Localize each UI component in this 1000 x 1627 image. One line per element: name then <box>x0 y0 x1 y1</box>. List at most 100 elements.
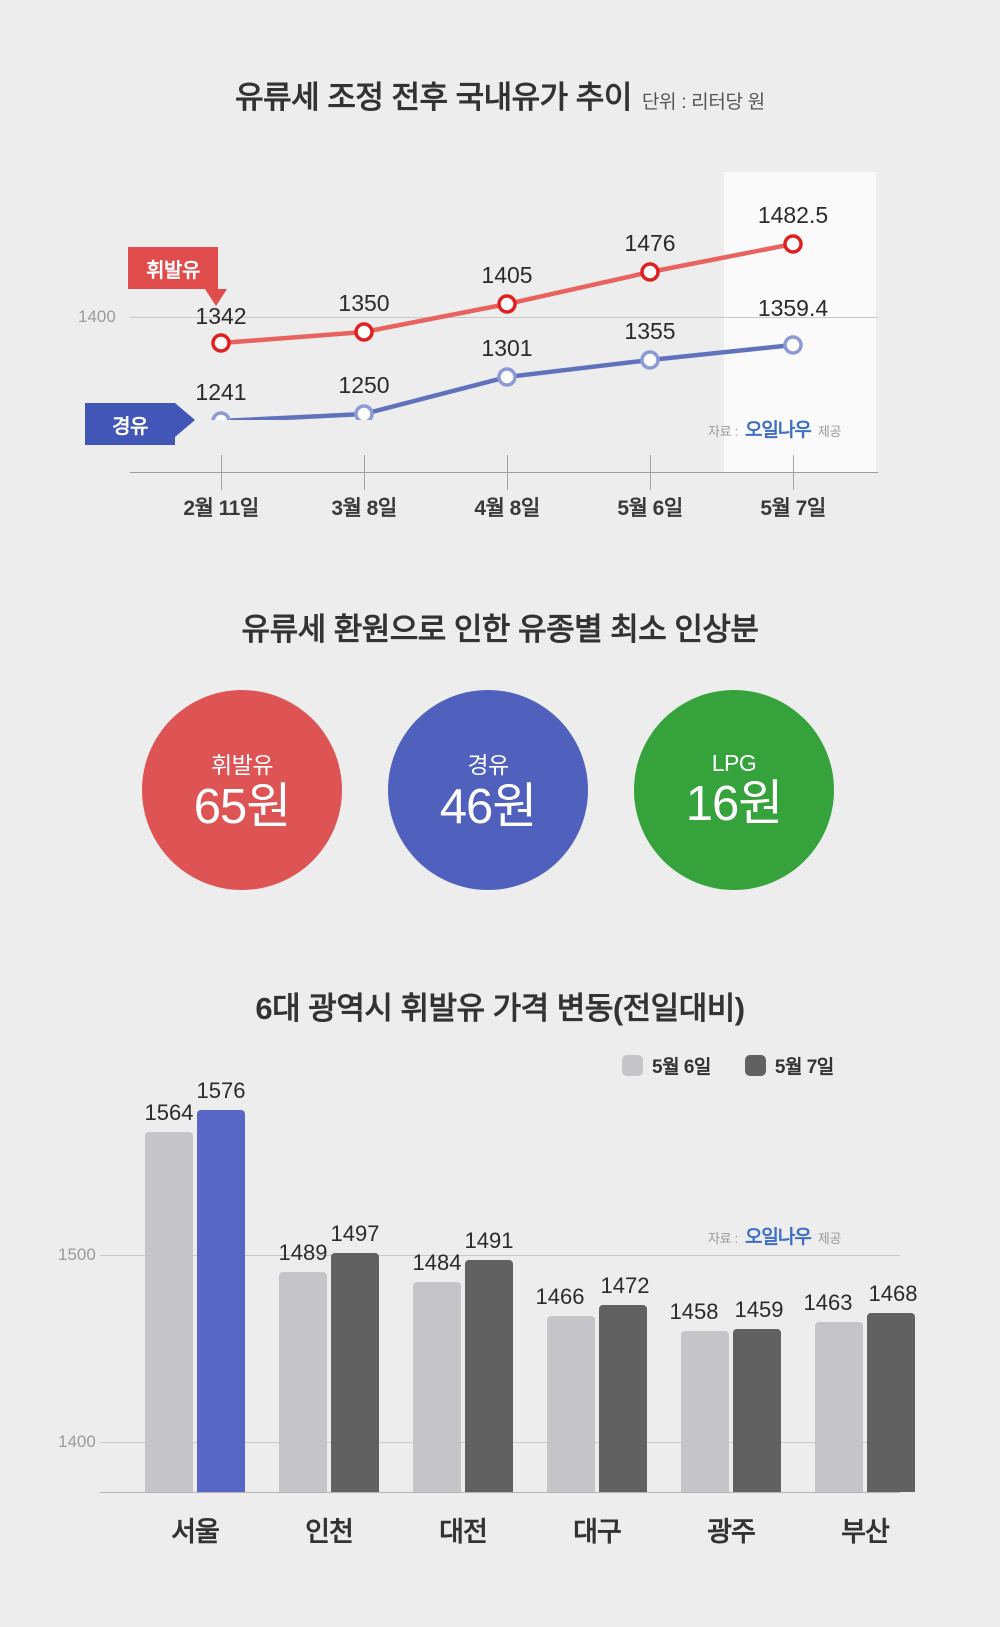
bar-busan-may6 <box>815 1322 863 1492</box>
bar-chart-source: 자료 : 오일나우 제공 <box>708 1222 842 1249</box>
legend-label-may6: 5월 6일 <box>652 1057 711 1078</box>
x-axis-label-4: 5월 7일 <box>760 497 826 520</box>
fuel-circle-lpg: LPG 16원 <box>634 690 834 890</box>
gasoline-point-0 <box>211 333 231 353</box>
fuel-increase-section: 유류세 환원으로 인한 유종별 최소 인상분 휘발유 65원 경유 46원 LP… <box>0 580 1000 935</box>
bar-label-incheon-may7: 1497 <box>330 1221 380 1246</box>
diesel-point-3 <box>640 350 660 370</box>
gasoline-point-1 <box>354 322 374 342</box>
highlight-band <box>724 172 876 472</box>
bar-chart-plot: 1500 1400 1564 1576 1489 1497 1484 1491 … <box>0 960 1000 1580</box>
gasoline-point-label-4: 1482.5 <box>757 202 829 228</box>
bar-seoul-may7 <box>197 1110 245 1492</box>
gasoline-point-label-0: 1342 <box>195 303 247 329</box>
diesel-point-2 <box>497 367 517 387</box>
legend-item-may7: 5월 7일 <box>744 1052 834 1079</box>
fuel-circle-diesel: 경유 46원 <box>388 690 588 890</box>
bar-label-gwangju-may6: 1458 <box>669 1299 719 1324</box>
bar-label-seoul-may6: 1564 <box>144 1100 194 1125</box>
line-chart-unit: 단위 : 리터당 원 <box>641 92 765 113</box>
city-label-busan: 부산 <box>841 1517 890 1547</box>
bar-label-incheon-may6: 1489 <box>278 1240 328 1265</box>
x-tick-3 <box>650 455 651 490</box>
diesel-point-0 <box>211 411 231 420</box>
bar-baseline <box>100 1492 900 1493</box>
diesel-point-label-4: 1359.4 <box>757 295 829 321</box>
x-axis-label-2: 4월 8일 <box>474 497 540 520</box>
gridline-1400 <box>130 317 878 318</box>
gasoline-point-label-2: 1405 <box>481 262 533 288</box>
diesel-point-label-2: 1301 <box>481 335 533 361</box>
gridline-1500 <box>100 1255 900 1256</box>
bar-label-busan-may6: 1463 <box>803 1290 853 1315</box>
x-tick-4 <box>793 455 794 490</box>
fuel-circle-diesel-value: 46원 <box>439 780 538 835</box>
x-axis-label-0: 2월 11일 <box>183 497 259 520</box>
gasoline-point-label-1: 1350 <box>338 290 390 316</box>
gasoline-callout: 휘발유 <box>128 247 218 289</box>
diesel-callout-label: 경유 <box>112 415 148 438</box>
gasoline-callout-label: 휘발유 <box>146 259 200 282</box>
x-tick-0 <box>221 455 222 490</box>
x-axis-line <box>130 472 878 473</box>
gasoline-point-label-3: 1476 <box>624 230 676 256</box>
source-suffix: 제공 <box>817 424 842 439</box>
bar-incheon-may7 <box>331 1253 379 1492</box>
line-chart-title: 유류세 조정 전후 국내유가 추이 단위 : 리터당 원 <box>0 72 1000 117</box>
fuel-circle-lpg-value: 16원 <box>685 776 784 831</box>
city-label-incheon: 인천 <box>305 1517 354 1547</box>
gasoline-callout-tail <box>205 289 227 306</box>
gasoline-point-2 <box>497 294 517 314</box>
line-series-svg <box>211 234 803 420</box>
bar-busan-may7 <box>867 1313 915 1492</box>
bar-source-suffix: 제공 <box>817 1231 842 1246</box>
fuel-circle-gasoline-value: 65원 <box>193 780 292 835</box>
bar-seoul-may6 <box>145 1132 193 1492</box>
bar-gwangju-may6 <box>681 1331 729 1492</box>
legend-swatch-may6 <box>622 1055 643 1076</box>
bar-label-gwangju-may7: 1459 <box>734 1297 784 1322</box>
x-tick-2 <box>507 455 508 490</box>
bar-label-seoul-may7: 1576 <box>196 1078 246 1103</box>
bar-label-daegu-may7: 1472 <box>600 1273 650 1298</box>
fuel-circle-gasoline-label: 휘발유 <box>211 752 273 779</box>
line-chart-title-text: 유류세 조정 전후 국내유가 추이 <box>235 80 632 115</box>
bar-source-prefix: 자료 : <box>708 1231 738 1246</box>
bar-daegu-may6 <box>547 1316 595 1492</box>
bar-gwangju-may7 <box>733 1329 781 1492</box>
city-label-seoul: 서울 <box>171 1517 220 1547</box>
city-label-daejeon: 대전 <box>439 1517 488 1547</box>
diesel-point-4 <box>783 335 803 355</box>
bar-label-daegu-may6: 1466 <box>535 1284 585 1309</box>
y-axis-label-1400: 1400 <box>58 1432 96 1451</box>
bar-daejeon-may7 <box>465 1260 513 1492</box>
bar-daejeon-may6 <box>413 1282 461 1492</box>
bar-incheon-may6 <box>279 1272 327 1492</box>
bar-daegu-may7 <box>599 1305 647 1492</box>
fuel-circle-gasoline: 휘발유 65원 <box>142 690 342 890</box>
bar-chart-legend: 5월 6일 5월 7일 <box>622 1052 834 1079</box>
source-brand: 오일나우 <box>744 420 812 441</box>
diesel-callout: 경유 <box>85 403 175 445</box>
bar-label-daejeon-may7: 1491 <box>464 1228 514 1253</box>
fuel-circle-diesel-label: 경유 <box>467 752 509 779</box>
line-chart-section: 유류세 조정 전후 국내유가 추이 단위 : 리터당 원 1400 <box>0 0 1000 520</box>
x-axis-label-3: 5월 6일 <box>617 497 683 520</box>
city-bar-chart-section: 6대 광역시 휘발유 가격 변동(전일대비) 5월 6일 5월 7일 1500 … <box>0 960 1000 1580</box>
fuel-circle-lpg-label: LPG <box>711 749 757 776</box>
gasoline-point-4 <box>783 234 803 254</box>
city-label-gwangju: 광주 <box>707 1517 756 1547</box>
diesel-callout-tail <box>175 403 195 437</box>
legend-swatch-may7 <box>744 1055 766 1076</box>
x-axis-label-1: 3월 8일 <box>331 497 397 520</box>
line-chart-plot: 1400 1342 1350 1405 1476 1482. <box>0 0 1000 520</box>
x-tick-1 <box>364 455 365 490</box>
bar-source-brand: 오일나우 <box>744 1227 812 1248</box>
legend-label-may7: 5월 7일 <box>774 1057 834 1078</box>
y-axis-label-1400: 1400 <box>78 307 116 326</box>
bar-label-busan-may7: 1468 <box>868 1281 918 1306</box>
y-axis-label-1500: 1500 <box>58 1245 96 1264</box>
diesel-point-label-3: 1355 <box>624 318 676 344</box>
diesel-point-1 <box>354 404 374 420</box>
circles-title: 유류세 환원으로 인한 유종별 최소 인상분 <box>241 612 759 647</box>
